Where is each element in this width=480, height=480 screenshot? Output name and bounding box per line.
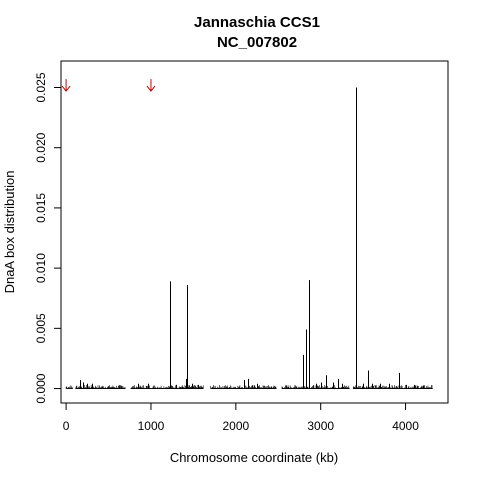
x-tick-label: 1000	[138, 419, 165, 433]
arrow-markers	[61, 79, 156, 92]
chart-title: Jannaschia CCS1	[194, 14, 320, 31]
x-tick-label: 4000	[392, 419, 419, 433]
y-tick-label: 0.005	[34, 313, 48, 343]
y-tick-label: 0.020	[34, 132, 48, 162]
y-tick-label: 0.000	[34, 373, 48, 403]
x-axis-label: Chromosome coordinate (kb)	[170, 450, 338, 465]
y-tick-label: 0.015	[34, 193, 48, 223]
y-tick-label: 0.010	[34, 253, 48, 283]
y-tick-label: 0.025	[34, 72, 48, 102]
y-axis-label: DnaA box distribution	[2, 171, 17, 294]
x-axis: 0 1000 2000 3000 4000	[63, 402, 419, 433]
arrow-head	[61, 85, 71, 92]
x-tick-label: 0	[63, 419, 70, 433]
x-tick-label: 3000	[307, 419, 334, 433]
plot-frame	[60, 60, 449, 404]
spike-series	[65, 87, 434, 389]
y-axis: 0.000 0.005 0.010 0.015 0.020 0.025	[34, 72, 62, 404]
arrow-head	[146, 85, 156, 92]
chart-subtitle: NC_007802	[217, 34, 297, 51]
x-tick-label: 2000	[222, 419, 249, 433]
